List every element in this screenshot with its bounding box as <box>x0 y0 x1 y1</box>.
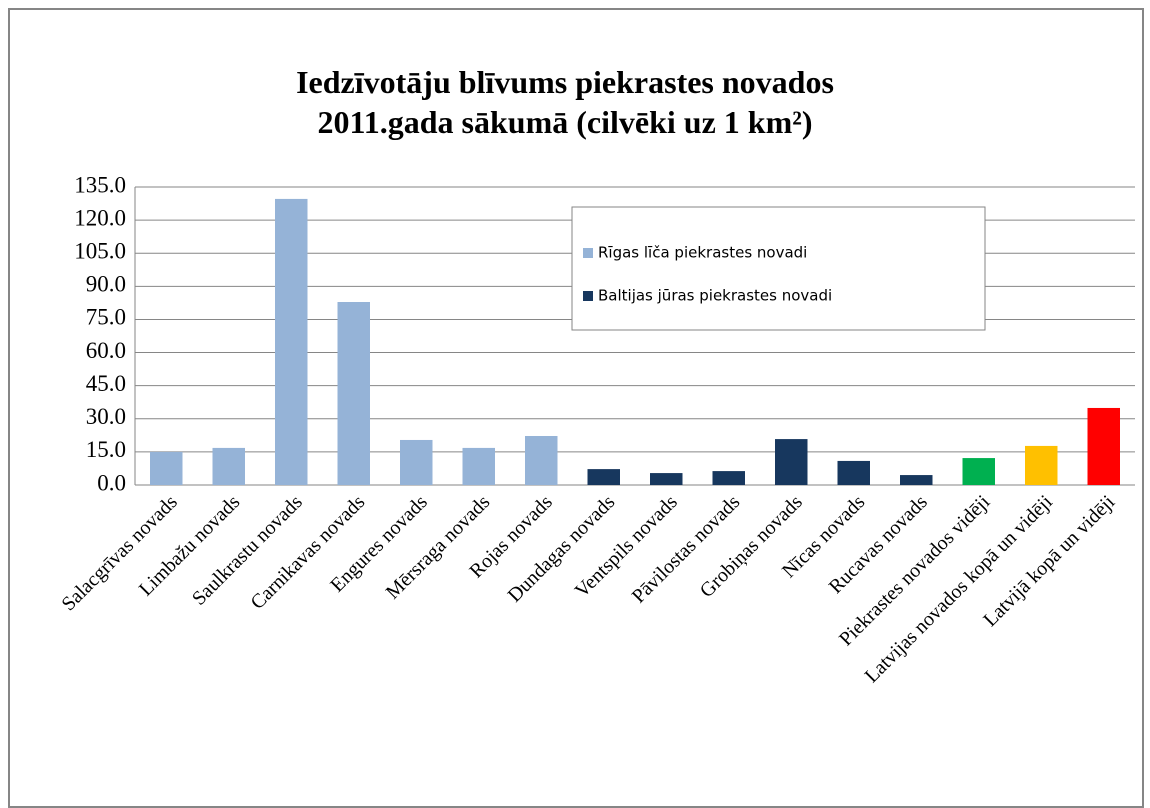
bar <box>1087 407 1120 485</box>
y-tick-label: 75.0 <box>86 305 126 330</box>
bar <box>150 451 183 485</box>
bar <box>712 471 745 485</box>
bar <box>587 469 620 485</box>
legend-swatch <box>583 248 593 258</box>
y-tick-label: 45.0 <box>86 371 126 396</box>
x-tick-label: Saulkrastu novads <box>188 491 307 610</box>
bar <box>212 447 245 485</box>
y-tick-label: 15.0 <box>86 437 126 462</box>
bar <box>1025 445 1058 485</box>
chart-title: Iedzīvotāju blīvums piekrastes novados 2… <box>296 64 834 140</box>
bar <box>900 475 933 485</box>
bar <box>775 439 808 485</box>
bar <box>462 447 495 485</box>
bar <box>337 302 370 485</box>
legend-label: Baltijas jūras piekrastes novadi <box>598 287 832 305</box>
y-tick-label: 120.0 <box>74 205 126 230</box>
x-tick-label: Pāvilostas novads <box>628 491 745 608</box>
legend-box <box>571 206 986 331</box>
y-tick-label: 0.0 <box>97 470 126 495</box>
bar <box>400 439 433 485</box>
y-tick-label: 60.0 <box>86 338 126 363</box>
x-tick-label: Dundagas novads <box>504 491 620 607</box>
bar <box>650 473 683 485</box>
y-tick-label: 30.0 <box>86 404 126 429</box>
x-tick-label: Salacgrīvas novads <box>57 491 181 615</box>
bar <box>275 198 308 486</box>
y-tick-label: 135.0 <box>74 172 126 197</box>
bar <box>962 458 995 485</box>
y-tick-label: 90.0 <box>86 272 126 297</box>
bar <box>525 435 558 485</box>
legend-label: Rīgas līča piekrastes novadi <box>598 244 807 262</box>
legend-swatch <box>583 291 593 301</box>
x-tick-label: Carnikavas novads <box>247 491 370 614</box>
y-tick-label: 105.0 <box>74 239 126 264</box>
bar <box>837 460 870 485</box>
